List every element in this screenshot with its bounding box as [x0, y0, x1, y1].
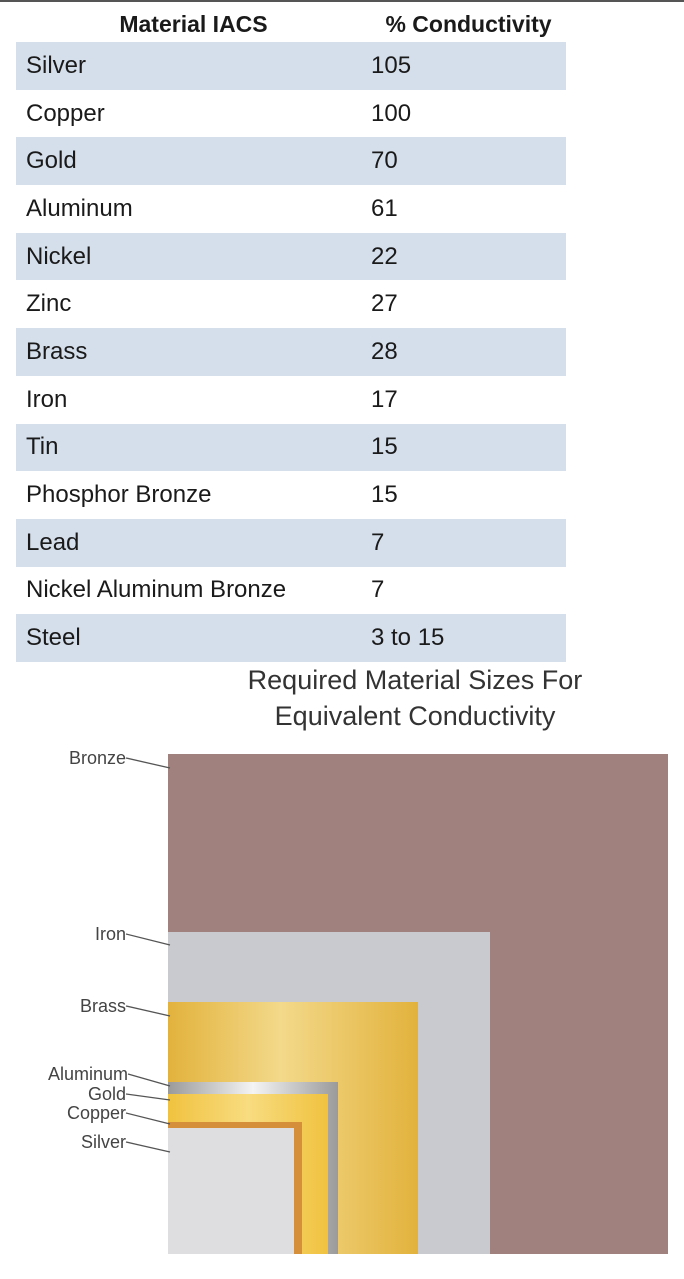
table-row: Nickel 22 [16, 232, 566, 281]
material-cell: Tin [26, 433, 59, 461]
label-brass: Brass [80, 996, 126, 1016]
table-row: Gold 70 [16, 137, 566, 186]
material-cell: Silver [26, 51, 87, 79]
conductivity-cell: 27 [371, 290, 398, 318]
material-cell: Brass [26, 337, 88, 365]
conductivity-cell: 7 [371, 528, 385, 556]
table-row: Aluminum 61 [16, 185, 566, 233]
table-row: Phosphor Bronze 15 [16, 471, 566, 519]
conductivity-cell: 15 [371, 433, 398, 461]
table-body: Silver 105 Copper 100 Gold 70 Aluminum 61 Nickel… [16, 42, 566, 662]
table-row: Copper 100 [16, 90, 566, 138]
table-row: Steel 3 to 15 [16, 614, 566, 662]
figure-title: Required Material Sizes For Equivalent C… [200, 662, 630, 734]
conductivity-cell: 17 [371, 385, 398, 413]
table-row: Iron 17 [16, 376, 566, 424]
conductivity-table: Material IACS % Conductivity Silver 105 Co… [16, 6, 566, 662]
bronze-leader [125, 757, 171, 769]
conductivity-cell: 22 [371, 242, 398, 270]
silver-square [168, 1128, 294, 1254]
conductivity-cell: 100 [371, 99, 412, 127]
material-cell: Nickel [26, 242, 92, 270]
table-row: Nickel Aluminum Bronze 7 [16, 567, 566, 615]
label-silver: Silver [81, 1132, 126, 1152]
table-row: Tin 15 [16, 423, 566, 472]
table-header: Material IACS % Conductivity [16, 6, 566, 42]
table-row: Silver 105 [16, 42, 566, 90]
conductivity-cell: 3 to 15 [371, 624, 445, 652]
conductivity-cell: 61 [371, 194, 398, 222]
conductivity-cell: 15 [371, 481, 398, 509]
material-cell: Aluminum [26, 194, 133, 222]
header-material: Material IACS [119, 10, 268, 37]
aluminum-leader [127, 1073, 171, 1087]
material-cell: Steel [26, 624, 81, 652]
table-row: Lead 7 [16, 518, 566, 567]
figure-title-line1: Required Material Sizes For [247, 665, 583, 695]
figure-title-line2: Equivalent Conductivity [274, 701, 556, 731]
label-gold: Gold [88, 1084, 126, 1104]
material-cell: Phosphor Bronze [26, 481, 212, 509]
silver-leader [125, 1141, 171, 1153]
label-bronze: Bronze [69, 748, 126, 768]
header-conductivity: % Conductivity [385, 10, 552, 37]
label-copper: Copper [67, 1103, 126, 1123]
iron-leader [125, 933, 171, 946]
label-iron: Iron [95, 924, 126, 944]
material-cell: Iron [26, 385, 68, 413]
top-rule [0, 0, 684, 2]
material-cell: Gold [26, 147, 77, 175]
copper-leader [125, 1112, 171, 1125]
brass-leader [125, 1005, 171, 1017]
material-cell: Nickel Aluminum Bronze [26, 576, 287, 604]
conductivity-cell: 28 [371, 337, 398, 365]
table-row: Zinc 27 [16, 280, 566, 328]
table-row: Brass 28 [16, 328, 566, 376]
material-cell: Copper [26, 99, 105, 127]
conductivity-cell: 70 [371, 147, 398, 175]
material-cell: Lead [26, 528, 80, 556]
conductivity-cell: 105 [371, 51, 412, 79]
material-cell: Zinc [26, 290, 72, 318]
conductivity-cell: 7 [371, 576, 385, 604]
gold-leader [125, 1093, 171, 1101]
label-aluminum: Aluminum [48, 1064, 128, 1084]
